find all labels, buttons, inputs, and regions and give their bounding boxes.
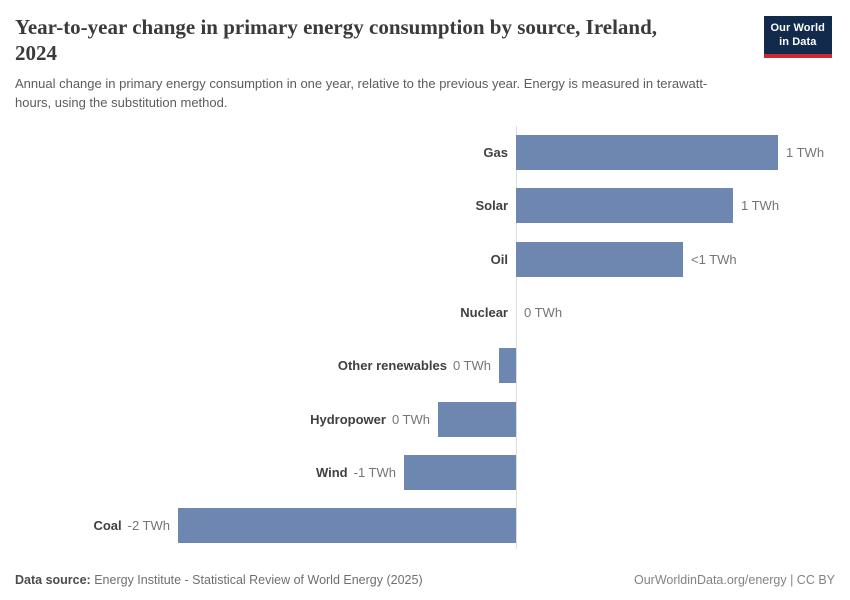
value-label-nuclear: 0 TWh — [524, 305, 563, 320]
category-label-wind: Wind — [315, 465, 348, 480]
category-label-gas: Gas — [483, 145, 508, 160]
category-label-solar: Solar — [475, 198, 508, 213]
bar-hydropower[interactable] — [438, 402, 516, 437]
category-label-coal: Coal — [93, 518, 122, 533]
label-group-wind: Wind -1 TWh — [316, 455, 396, 490]
data-source: Data source: Energy Institute - Statisti… — [15, 573, 423, 587]
label-group-coal: Coal -2 TWh — [93, 508, 170, 543]
owid-logo[interactable]: Our World in Data — [763, 16, 832, 58]
category-label-hydropower: Hydropower — [310, 412, 386, 427]
chart-title: Year-to-year change in primary energy co… — [15, 15, 658, 66]
bar-gas[interactable] — [516, 135, 778, 170]
category-label-oil: Oil — [490, 252, 508, 267]
data-source-label: Data source: — [15, 573, 91, 587]
chart-header: Year-to-year change in primary energy co… — [15, 14, 739, 112]
label-group-other-renewables: Other renewables 0 TWh — [338, 348, 491, 383]
value-label-wind: -1 TWh — [353, 465, 396, 480]
value-label-coal: -2 TWh — [127, 518, 170, 533]
bar-wind[interactable] — [404, 455, 516, 490]
bar-oil[interactable] — [516, 242, 683, 277]
value-label-gas: 1 TWh — [786, 145, 825, 160]
value-label-hydropower: 0 TWh — [391, 412, 430, 427]
bar-other-renewables[interactable] — [499, 348, 516, 383]
value-label-oil: <1 TWh — [691, 252, 737, 267]
owid-logo-line1: Our World — [770, 22, 825, 34]
chart-footer: Data source: Energy Institute - Statisti… — [15, 573, 835, 587]
zero-axis-line — [516, 126, 517, 549]
owid-logo-line2: in Data — [779, 36, 817, 49]
value-label-solar: 1 TWh — [741, 198, 780, 213]
category-label-nuclear: Nuclear — [460, 305, 508, 320]
bar-coal[interactable] — [178, 508, 516, 543]
chart-subtitle: Annual change in primary energy consumpt… — [15, 76, 708, 110]
data-source-text: Energy Institute - Statistical Review of… — [94, 573, 423, 587]
label-group-hydropower: Hydropower 0 TWh — [310, 402, 430, 437]
category-label-other-renewables: Other renewables — [337, 358, 447, 373]
owid-license-link[interactable]: OurWorldinData.org/energy | CC BY — [633, 573, 835, 587]
value-label-other-renewables: 0 TWh — [452, 358, 491, 373]
bar-solar[interactable] — [516, 188, 733, 223]
